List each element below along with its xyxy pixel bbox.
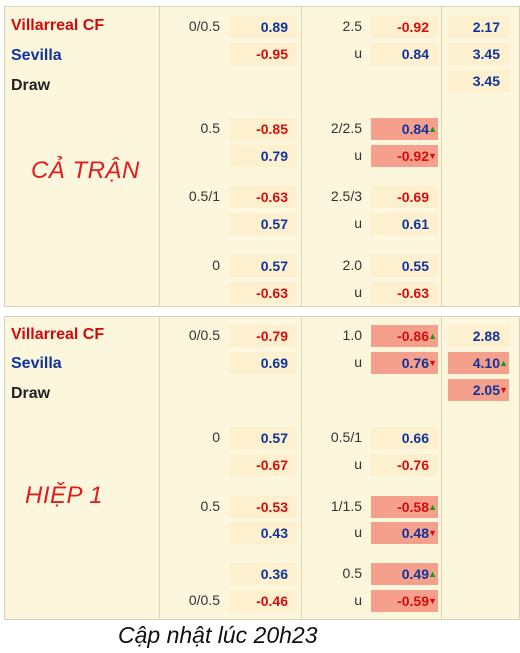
handicap-away-odds[interactable]: 0.43 bbox=[229, 522, 297, 544]
odds-value: -0.59 bbox=[397, 593, 429, 609]
away-team-name: Sevilla bbox=[11, 47, 62, 64]
1x2-draw-odds[interactable]: 2.05 ▼ bbox=[448, 379, 509, 401]
full-match-odds-panel: Villarreal CF Sevilla Draw CẢ TRẬN 0/0.5… bbox=[4, 6, 520, 307]
draw-label: Draw bbox=[11, 77, 51, 94]
handicap-home-odds[interactable]: 0.36 bbox=[229, 563, 297, 585]
under-odds[interactable]: 0.76 ▼ bbox=[371, 352, 438, 374]
triangle-up-icon: ▲ bbox=[428, 331, 437, 341]
handicap-home-odds[interactable]: 0.89 bbox=[229, 16, 297, 38]
handicap-home-odds[interactable]: 0.57 bbox=[229, 255, 297, 277]
handicap-line: 0/0.5 bbox=[188, 327, 220, 343]
under-label: u bbox=[354, 45, 362, 61]
under-odds[interactable]: 0.48 ▼ bbox=[371, 522, 438, 544]
1x2-away-odds[interactable]: 4.10 ▲ bbox=[448, 352, 509, 374]
1x2-home-odds[interactable]: 2.88 bbox=[448, 325, 509, 347]
home-team-name: Villarreal CF bbox=[11, 17, 105, 34]
handicap-away-odds[interactable]: -0.67 bbox=[229, 454, 297, 476]
triangle-down-icon: ▼ bbox=[428, 151, 437, 161]
first-half-label: HIỆP 1 bbox=[25, 482, 104, 509]
triangle-down-icon: ▼ bbox=[428, 596, 437, 606]
over-under-line: 2/2.5 bbox=[330, 120, 362, 136]
odds-value: -0.92 bbox=[397, 148, 429, 164]
column-divider bbox=[441, 317, 442, 619]
handicap-away-odds[interactable]: -0.46 bbox=[229, 590, 297, 612]
1x2-draw-odds[interactable]: 3.45 bbox=[448, 70, 509, 92]
over-odds[interactable]: -0.69 bbox=[371, 186, 438, 208]
handicap-home-odds[interactable]: -0.63 bbox=[229, 186, 297, 208]
away-team-name: Sevilla bbox=[11, 355, 62, 372]
under-label: u bbox=[354, 524, 362, 540]
full-match-label: CẢ TRẬN bbox=[31, 157, 140, 184]
triangle-down-icon: ▼ bbox=[499, 385, 508, 395]
update-time-caption: Cập nhật lúc 20h23 bbox=[118, 622, 318, 648]
handicap-home-odds[interactable]: 0.57 bbox=[229, 427, 297, 449]
under-label: u bbox=[354, 215, 362, 231]
column-divider bbox=[301, 317, 302, 619]
handicap-home-odds[interactable]: -0.53 bbox=[229, 496, 297, 518]
over-under-line: 2.5 bbox=[342, 18, 362, 34]
handicap-home-odds[interactable]: -0.85 bbox=[229, 118, 297, 140]
column-divider bbox=[301, 7, 302, 306]
1x2-away-odds[interactable]: 3.45 bbox=[448, 43, 509, 65]
over-odds[interactable]: 0.49 ▲ bbox=[371, 563, 438, 585]
handicap-away-odds[interactable]: 0.57 bbox=[229, 213, 297, 235]
handicap-line: 0 bbox=[212, 257, 220, 273]
triangle-down-icon: ▼ bbox=[428, 358, 437, 368]
triangle-down-icon: ▼ bbox=[428, 528, 437, 538]
over-odds[interactable]: 0.84 ▲ bbox=[371, 118, 438, 140]
odds-value: 0.84 bbox=[401, 121, 429, 137]
draw-label: Draw bbox=[11, 385, 51, 402]
column-divider bbox=[159, 317, 160, 619]
handicap-away-odds[interactable]: -0.63 bbox=[229, 282, 297, 304]
odds-value: 0.48 bbox=[401, 525, 429, 541]
under-odds[interactable]: 0.61 bbox=[371, 213, 438, 235]
handicap-line: 0/0.5 bbox=[188, 18, 220, 34]
first-half-odds-panel: Villarreal CF Sevilla Draw HIỆP 1 0/0.5 … bbox=[4, 316, 520, 620]
odds-value: -0.58 bbox=[397, 499, 429, 515]
triangle-up-icon: ▲ bbox=[499, 358, 508, 368]
odds-value: -0.86 bbox=[397, 328, 429, 344]
over-odds[interactable]: -0.86 ▲ bbox=[371, 325, 438, 347]
column-divider bbox=[159, 7, 160, 306]
triangle-up-icon: ▲ bbox=[428, 124, 437, 134]
home-team-name: Villarreal CF bbox=[11, 326, 105, 343]
under-odds[interactable]: 0.84 bbox=[371, 43, 438, 65]
handicap-away-odds[interactable]: 0.69 bbox=[229, 352, 297, 374]
odds-value: 0.49 bbox=[401, 566, 429, 582]
1x2-home-odds[interactable]: 2.17 bbox=[448, 16, 509, 38]
under-odds[interactable]: -0.59 ▼ bbox=[371, 590, 438, 612]
over-under-line: 0.5/1 bbox=[330, 429, 362, 445]
under-label: u bbox=[354, 456, 362, 472]
handicap-line: 0/0.5 bbox=[188, 592, 220, 608]
over-odds[interactable]: -0.58 ▲ bbox=[371, 496, 438, 518]
under-label: u bbox=[354, 284, 362, 300]
triangle-up-icon: ▲ bbox=[428, 502, 437, 512]
triangle-up-icon: ▲ bbox=[428, 569, 437, 579]
column-divider bbox=[441, 7, 442, 306]
handicap-home-odds[interactable]: -0.79 bbox=[229, 325, 297, 347]
over-odds[interactable]: -0.92 bbox=[371, 16, 438, 38]
under-odds[interactable]: -0.92 ▼ bbox=[371, 145, 438, 167]
under-odds[interactable]: -0.63 bbox=[371, 282, 438, 304]
over-under-line: 2.0 bbox=[342, 257, 362, 273]
handicap-away-odds[interactable]: -0.95 bbox=[229, 43, 297, 65]
handicap-line: 0.5 bbox=[200, 120, 220, 136]
over-odds[interactable]: 0.66 bbox=[371, 427, 438, 449]
handicap-line: 0.5 bbox=[200, 498, 220, 514]
under-odds[interactable]: -0.76 bbox=[371, 454, 438, 476]
over-under-line: 1/1.5 bbox=[330, 498, 362, 514]
handicap-away-odds[interactable]: 0.79 bbox=[229, 145, 297, 167]
over-under-line: 0.5 bbox=[342, 565, 362, 581]
under-label: u bbox=[354, 354, 362, 370]
under-label: u bbox=[354, 592, 362, 608]
odds-value: 0.76 bbox=[401, 355, 429, 371]
odds-value: 2.05 bbox=[472, 382, 500, 398]
over-under-line: 1.0 bbox=[342, 327, 362, 343]
over-under-line: 2.5/3 bbox=[330, 188, 362, 204]
odds-value: 4.10 bbox=[472, 355, 500, 371]
handicap-line: 0 bbox=[212, 429, 220, 445]
under-label: u bbox=[354, 147, 362, 163]
over-odds[interactable]: 0.55 bbox=[371, 255, 438, 277]
handicap-line: 0.5/1 bbox=[188, 188, 220, 204]
